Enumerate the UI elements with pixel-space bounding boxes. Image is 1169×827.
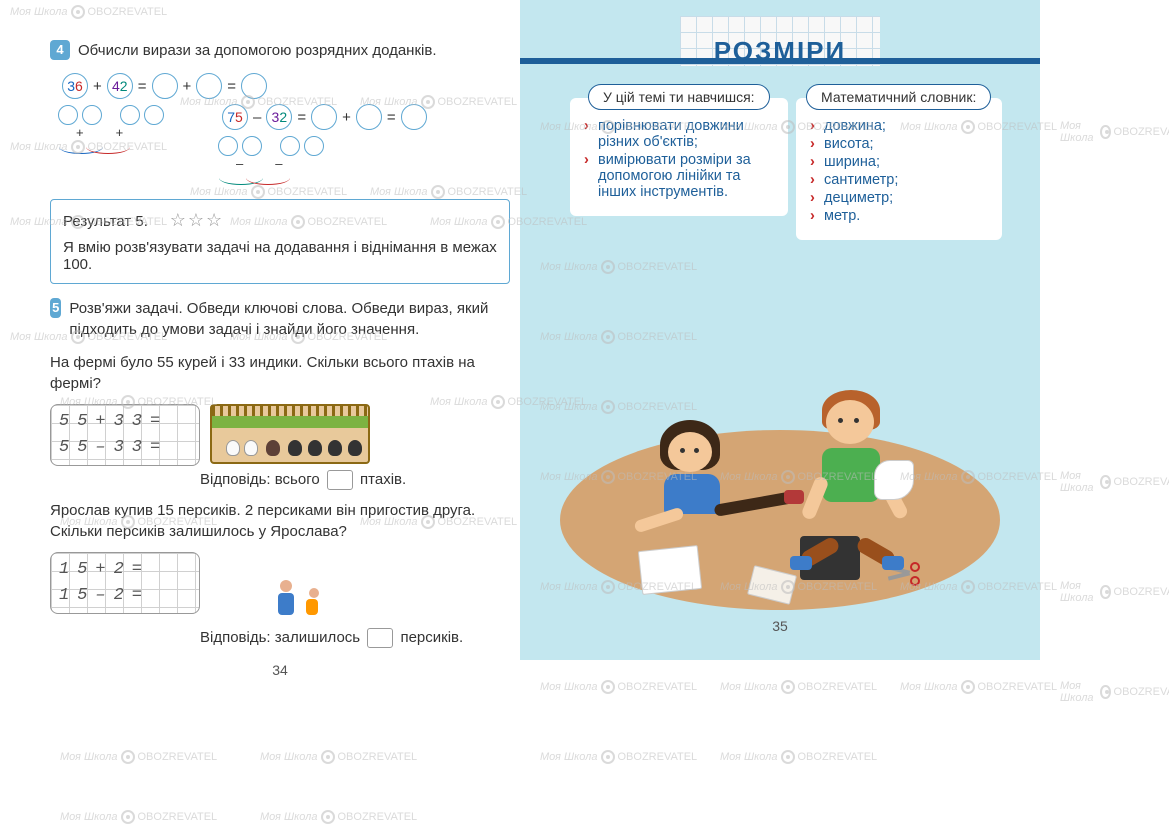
- watermark: Моя Школа OBOZREVATEL: [540, 750, 697, 764]
- star-icon: ☆: [206, 210, 222, 230]
- e2-b-tens: 3: [272, 109, 280, 125]
- answer-input-box[interactable]: [367, 628, 393, 648]
- e2-a-tens: 7: [227, 109, 235, 125]
- problem-1-equations: 55+33= 55–33=: [50, 404, 200, 466]
- problem-2-equations: 15+2= 15–2=: [50, 552, 200, 614]
- e2-b-units: 2: [279, 109, 287, 125]
- learn-box: порівнювати довжини різних об'єктів;вимі…: [570, 98, 788, 216]
- boy-figure: [790, 390, 940, 570]
- p1-eq1: 55+33=: [59, 409, 191, 435]
- problem-2-text: Ярослав купив 15 персиків. 2 персиками в…: [50, 500, 510, 542]
- task-4-text: Обчисли вирази за допомогою розрядних до…: [78, 40, 437, 61]
- dict-item: дециметр;: [810, 190, 988, 206]
- star-icon: ☆: [170, 210, 186, 230]
- e1-a-tens: 3: [67, 78, 75, 94]
- watermark: Моя Школа OBOZREVATEL: [260, 810, 417, 824]
- answer-input-box[interactable]: [327, 470, 353, 490]
- page-left: 4 Обчисли вирази за допомогою розрядних …: [0, 0, 520, 660]
- watermark: Моя Школа OBOZREVATEL: [900, 680, 1057, 694]
- dict-item: довжина;: [810, 118, 988, 134]
- watermark: Моя Школа OBOZREVATEL: [720, 750, 877, 764]
- watermark: Моя Школа OBOZREVATEL: [1060, 580, 1169, 604]
- task-5: 5 Розв'яжи задачі. Обведи ключові слова.…: [50, 298, 510, 340]
- task-4: 4 Обчисли вирази за допомогою розрядних …: [50, 40, 510, 61]
- watermark: Моя Школа OBOZREVATEL: [60, 810, 217, 824]
- farm-illustration: [210, 404, 370, 464]
- problem-2-answer: Відповідь: залишилось персиків.: [200, 628, 463, 648]
- page-right: РОЗМІРИ У цій темі ти навчишся: Математи…: [520, 0, 1040, 660]
- watermark: Моя Школа OBOZREVATEL: [1060, 680, 1169, 704]
- problem-1-answer: Відповідь: всього птахів.: [200, 470, 406, 490]
- dictionary-tab: Математичний словник:: [806, 84, 991, 110]
- task-5-badge: 5: [50, 298, 61, 318]
- task-4-badge: 4: [50, 40, 70, 60]
- chapter-title: РОЗМІРИ: [520, 36, 1040, 67]
- watermark: Моя Школа OBOZREVATEL: [60, 750, 217, 764]
- page-number-right: 35: [520, 618, 1040, 634]
- e1-b-tens: 4: [112, 78, 120, 94]
- dict-item: висота;: [810, 136, 988, 152]
- dict-item: метр.: [810, 208, 988, 224]
- learn-item: вимірювати розміри за допомогою лінійки …: [584, 152, 774, 200]
- learn-item: порівнювати довжини різних об'єктів;: [584, 118, 774, 150]
- result-label: Результат 5.: [63, 213, 148, 230]
- task-5-text: Розв'яжи задачі. Обведи ключові слова. О…: [69, 298, 510, 340]
- result-box: Результат 5. ☆☆☆ Я вмію розв'язувати зад…: [50, 199, 510, 284]
- watermark: Моя Школа OBOZREVATEL: [720, 680, 877, 694]
- p2-eq2: 15–2=: [59, 583, 191, 609]
- e2-a-units: 5: [235, 109, 243, 125]
- star-icon: ☆: [188, 210, 204, 230]
- watermark: Моя Школа OBOZREVATEL: [1060, 470, 1169, 494]
- dictionary-box: довжина; висота; ширина; сантиметр; дециметр…: [796, 98, 1002, 240]
- e2-op: –: [253, 109, 261, 126]
- p1-eq2: 55–33=: [59, 435, 191, 461]
- children-illustration: [560, 330, 1000, 610]
- people-illustration: [270, 552, 350, 622]
- e1-b-units: 2: [120, 78, 128, 94]
- watermark: Моя Школа OBOZREVATEL: [540, 680, 697, 694]
- p2-eq1: 15+2=: [59, 557, 191, 583]
- watermark: Моя Школа OBOZREVATEL: [260, 750, 417, 764]
- e1-op: +: [93, 78, 102, 95]
- girl-figure: [620, 420, 770, 550]
- dict-item: сантиметр;: [810, 172, 988, 188]
- expression-2: 75 – 32 =+= ––: [220, 104, 510, 185]
- problem-1-text: На фермі було 55 курей і 33 индики. Скіл…: [50, 352, 510, 394]
- watermark: Моя Школа OBOZREVATEL: [1060, 120, 1169, 144]
- e1-a-units: 6: [75, 78, 83, 94]
- dict-item: ширина;: [810, 154, 988, 170]
- result-skill: Я вмію розв'язувати задачі на додавання …: [63, 239, 497, 273]
- learn-tab: У цій темі ти навчишся:: [588, 84, 770, 110]
- page-number-left: 34: [50, 662, 510, 678]
